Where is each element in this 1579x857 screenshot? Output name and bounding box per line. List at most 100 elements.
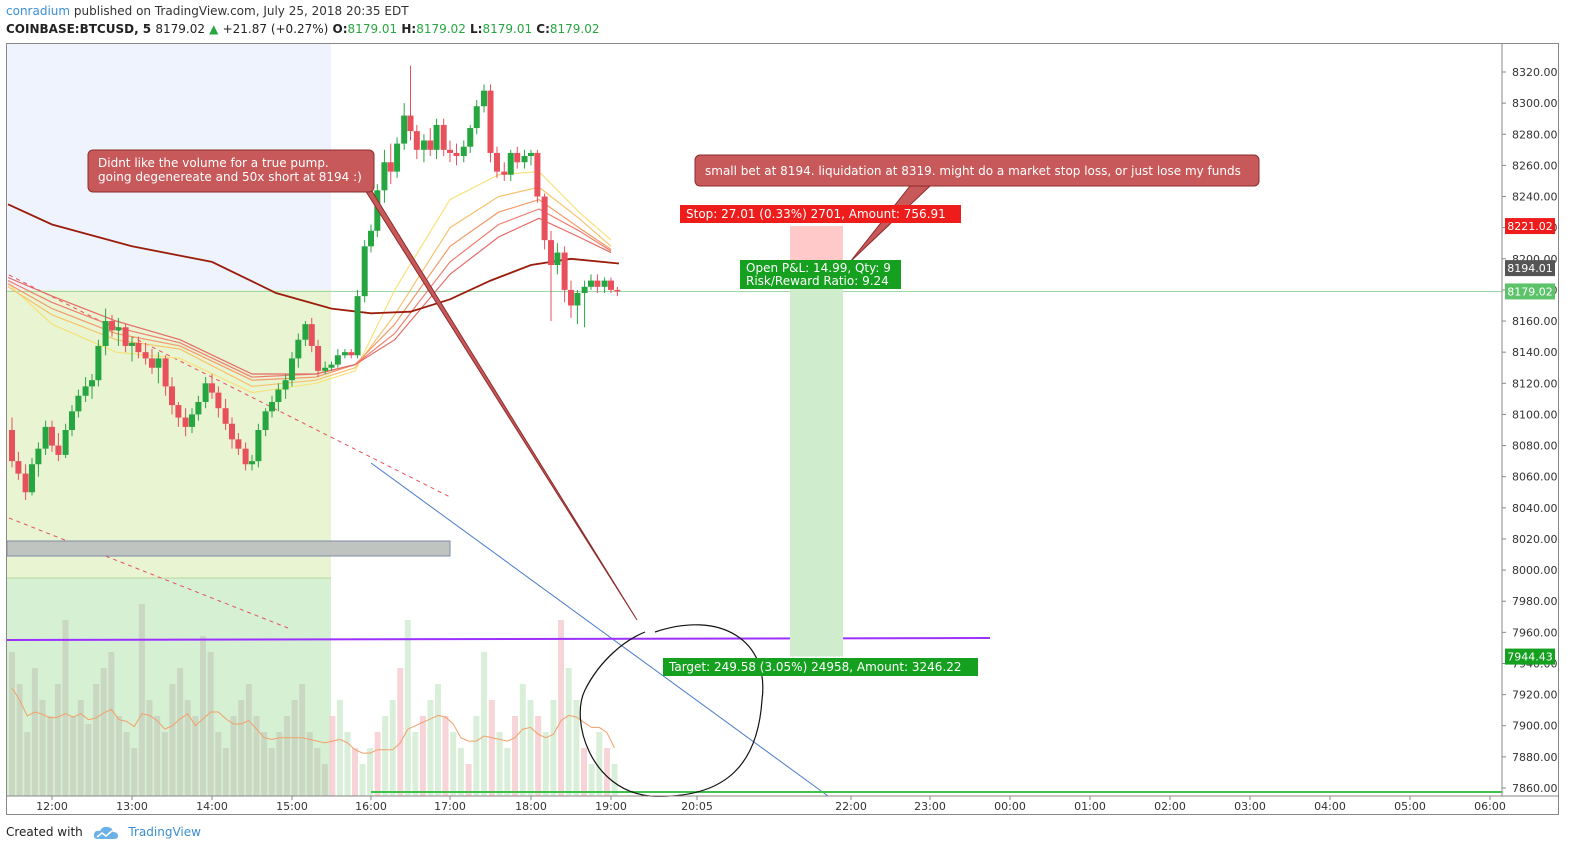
volume-bar	[291, 700, 298, 796]
volume-bar	[519, 684, 526, 796]
x-tick-label: 17:00	[434, 800, 466, 813]
candle-body	[514, 152, 521, 163]
volume-bar	[238, 700, 245, 796]
y-tick-label: 8060.00	[1512, 471, 1558, 484]
candle-body	[82, 386, 89, 396]
volume-bar	[321, 764, 328, 796]
volume-bar	[154, 716, 161, 796]
x-tick-label: 19:00	[595, 800, 627, 813]
candle-body	[289, 358, 295, 381]
y-tick-label: 8140.00	[1512, 346, 1558, 359]
candle-body	[302, 324, 309, 340]
author-link[interactable]: conradium	[6, 4, 71, 18]
volume-bar	[404, 620, 411, 796]
x-tick-label: 06:00	[1474, 800, 1506, 813]
candle-body	[109, 321, 115, 331]
candle-body	[129, 342, 135, 346]
volume-bar	[261, 732, 268, 796]
candle-body	[588, 280, 594, 287]
volume-bar	[177, 668, 184, 796]
volume-bar	[108, 652, 115, 796]
stop-price-badge-text: 8221.02	[1507, 220, 1553, 233]
candle-body	[189, 414, 195, 427]
candle-body	[29, 464, 35, 493]
volume-bar	[504, 748, 511, 796]
y-tick-label: 8280.00	[1512, 128, 1558, 141]
candle-body	[149, 358, 155, 368]
volume-bar	[434, 684, 441, 796]
close-label: C:	[536, 22, 550, 36]
tradingview-brand-link[interactable]: TradingView	[128, 825, 201, 839]
candle-body	[155, 358, 162, 368]
volume-bar	[47, 716, 54, 796]
candle-body	[249, 461, 255, 465]
drawings	[6, 226, 1502, 797]
candle-body	[381, 162, 388, 191]
high-label: H:	[401, 22, 417, 36]
x-tick-label: 20:05	[681, 800, 713, 813]
candle-body	[348, 352, 355, 356]
dashed-trendline-lower	[8, 517, 289, 629]
candle-body	[269, 401, 275, 412]
candle-body	[481, 90, 488, 107]
volume-bar	[550, 700, 557, 796]
blue-trendline	[370, 462, 829, 797]
rr-text: Risk/Reward Ratio: 9.24	[746, 274, 889, 288]
x-tick-label: 05:00	[1394, 800, 1426, 813]
stop-price-badge-box	[1505, 218, 1555, 235]
volume-bar	[473, 716, 480, 796]
candle-body	[407, 115, 414, 132]
volume-bar	[412, 732, 419, 796]
candle-body	[427, 140, 434, 150]
candle-body	[15, 461, 22, 474]
candle-body	[608, 280, 614, 290]
target-price-badge-text: 7944.43	[1507, 651, 1553, 664]
candle-body	[534, 152, 541, 197]
candle-body	[460, 146, 467, 157]
volume-bar	[169, 684, 176, 796]
volume-bars	[9, 604, 618, 796]
candle-body	[374, 190, 381, 231]
candle-body	[453, 152, 460, 157]
y-tick-label: 8120.00	[1512, 377, 1558, 390]
candle-body	[322, 367, 329, 371]
open-label: O:	[332, 22, 348, 36]
stop-label-box	[680, 205, 961, 223]
candle-body	[55, 445, 62, 455]
x-tick-label: 15:00	[276, 800, 308, 813]
volume-bar	[352, 748, 359, 796]
candle-body	[568, 289, 574, 306]
candle-body	[361, 246, 368, 297]
candle-body	[594, 280, 601, 287]
annotations: Didnt like the volume for a true pump.go…	[87, 149, 1260, 676]
candle-body	[308, 324, 315, 346]
volume-bar	[481, 652, 488, 796]
candle-body	[122, 327, 129, 346]
target-zone	[790, 268, 843, 657]
y-tick-label: 7960.00	[1512, 626, 1558, 639]
x-tick-label: 16:00	[355, 800, 387, 813]
candle-body	[22, 473, 29, 493]
candle-body	[447, 149, 453, 153]
up-arrow-icon: ▲	[209, 22, 219, 36]
low-label: L:	[470, 22, 483, 36]
candle-body	[242, 448, 249, 465]
volume-bar	[245, 684, 252, 796]
candle-body	[528, 152, 534, 157]
volume-bar	[565, 668, 572, 796]
last-price-badge-box	[1505, 283, 1555, 300]
candle-body	[501, 171, 508, 175]
volume-bar	[512, 716, 519, 796]
volume-bar	[611, 764, 618, 796]
x-tick-label: 23:00	[914, 800, 946, 813]
volume-bar	[39, 700, 46, 796]
candle-body	[413, 131, 420, 150]
footer: Created with TradingView	[6, 825, 201, 840]
candle-body	[175, 405, 182, 418]
change-value: +21.87 (+0.27%)	[222, 22, 329, 36]
y-tick-label: 8240.00	[1512, 191, 1558, 204]
volume-ma-line	[11, 687, 615, 754]
candle-body	[387, 162, 394, 172]
volume-bar	[207, 652, 214, 796]
